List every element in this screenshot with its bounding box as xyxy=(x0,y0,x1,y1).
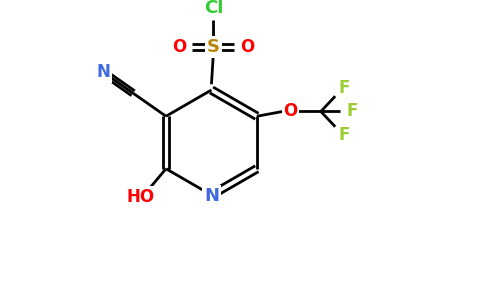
Text: N: N xyxy=(96,63,110,81)
Text: N: N xyxy=(204,187,219,205)
Text: F: F xyxy=(347,103,358,121)
Text: O: O xyxy=(241,38,255,56)
Text: S: S xyxy=(207,38,220,56)
Text: HO: HO xyxy=(127,188,155,206)
Text: O: O xyxy=(283,103,298,121)
Text: F: F xyxy=(338,126,349,144)
Text: F: F xyxy=(338,79,349,97)
Text: Cl: Cl xyxy=(204,0,223,17)
Text: O: O xyxy=(172,38,186,56)
